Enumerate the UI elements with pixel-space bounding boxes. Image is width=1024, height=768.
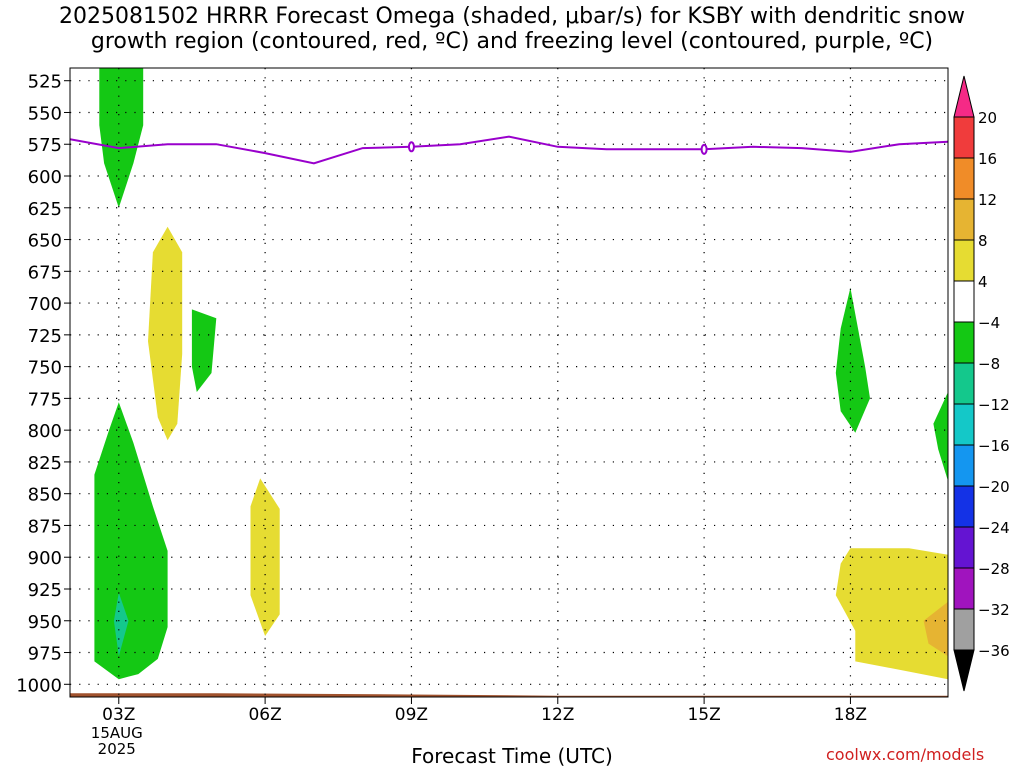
colorbar-box-8 <box>953 444 975 487</box>
y-tick-label-725: 725 <box>28 326 62 347</box>
colorbar-box-6 <box>953 362 975 405</box>
x-tick-label-03Z: 03Z <box>102 705 135 725</box>
colorbar-box-0 <box>953 116 975 159</box>
colorbar-box-11 <box>953 567 975 610</box>
chart-title: 2025081502 HRRR Forecast Omega (shaded, … <box>59 4 965 54</box>
x-tick-label-18Z: 18Z <box>834 705 867 725</box>
y-tick-label-750: 750 <box>28 358 62 379</box>
colorbar-label-12: −32 <box>978 601 1010 619</box>
terrain-fill <box>70 693 948 697</box>
y-tick-label-775: 775 <box>28 389 62 410</box>
colorbar-box-2 <box>953 198 975 241</box>
y-tick-label-1000: 1000 <box>16 675 62 696</box>
x-tick-sublabel-2025: 2025 <box>98 740 136 758</box>
x-axis-label: Forecast Time (UTC) <box>411 744 613 768</box>
omega-region-1 <box>148 226 183 441</box>
colorbar-label-2: 12 <box>978 191 997 209</box>
omega-region-7 <box>933 392 948 481</box>
colorbar-label-10: −24 <box>978 519 1010 537</box>
colorbar-box-9 <box>953 485 975 528</box>
x-tick-label-12Z: 12Z <box>541 705 574 725</box>
y-tick-label-800: 800 <box>28 421 62 442</box>
x-tick-label-09Z: 09Z <box>395 705 428 725</box>
plot-area <box>70 68 948 697</box>
freezing-level-line <box>70 135 948 165</box>
freezing-level-contour-1 <box>700 143 708 155</box>
omega-region-6 <box>835 287 870 433</box>
y-tick-label-850: 850 <box>28 485 62 506</box>
x-tick-label-15Z: 15Z <box>687 705 720 725</box>
colorbar-label-8: −16 <box>978 437 1010 455</box>
colorbar-box-7 <box>953 403 975 446</box>
y-tick-label-950: 950 <box>28 612 62 633</box>
y-tick-label-625: 625 <box>28 199 62 220</box>
colorbar-box-1 <box>953 157 975 200</box>
colorbar-box-4 <box>953 280 975 323</box>
colorbar-label-1: 16 <box>978 150 997 168</box>
y-tick-label-650: 650 <box>28 231 62 252</box>
colorbar-label-3: 8 <box>978 232 988 250</box>
colorbar-bottom-arrow <box>953 649 975 692</box>
colorbar-label-5: −4 <box>978 314 1000 332</box>
colorbar-box-3 <box>953 239 975 282</box>
colorbar-top-arrow <box>953 75 975 118</box>
omega-region-8 <box>835 548 948 680</box>
colorbar-label-7: −12 <box>978 396 1010 414</box>
omega-region-0 <box>99 68 144 208</box>
colorbar-label-0: 20 <box>978 109 997 127</box>
omega-region-2 <box>191 309 217 392</box>
colorbar-box-12 <box>953 608 975 651</box>
colorbar-label-13: −36 <box>978 642 1010 660</box>
plot-frame <box>69 67 949 698</box>
x-tick-sublabel-15AUG: 15AUG <box>91 724 143 742</box>
y-tick-label-900: 900 <box>28 548 62 569</box>
omega-region-5 <box>250 478 280 636</box>
omega-region-4 <box>113 592 129 657</box>
x-tick-label-06Z: 06Z <box>248 705 281 725</box>
y-tick-label-700: 700 <box>28 294 62 315</box>
y-tick-label-600: 600 <box>28 167 62 188</box>
y-tick-label-550: 550 <box>28 103 62 124</box>
y-tick-label-525: 525 <box>28 72 62 93</box>
credit-text[interactable]: coolwx.com/models <box>826 745 985 764</box>
colorbar-label-9: −20 <box>978 478 1010 496</box>
y-tick-label-975: 975 <box>28 644 62 665</box>
omega-region-3 <box>94 402 168 680</box>
colorbar-label-6: −8 <box>978 355 1000 373</box>
y-tick-label-575: 575 <box>28 135 62 156</box>
y-tick-label-675: 675 <box>28 262 62 283</box>
colorbar-label-11: −28 <box>978 560 1010 578</box>
omega-region-9 <box>923 601 948 657</box>
colorbar-box-10 <box>953 526 975 569</box>
colorbar-label-4: 4 <box>978 273 988 291</box>
colorbar-box-5 <box>953 321 975 364</box>
y-tick-label-875: 875 <box>28 516 62 537</box>
y-tick-label-925: 925 <box>28 580 62 601</box>
y-tick-label-825: 825 <box>28 453 62 474</box>
freezing-level-contour-0 <box>407 141 415 153</box>
